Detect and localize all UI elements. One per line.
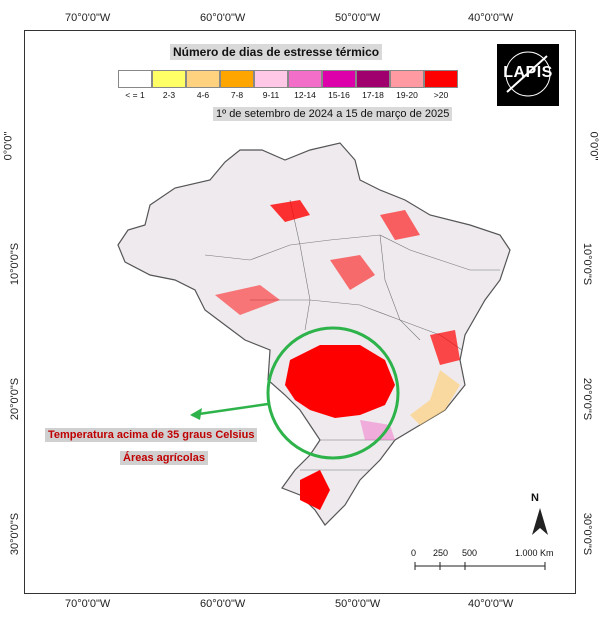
top-lon-70w: 70°0'0"W <box>65 12 111 24</box>
scale-label-500: 500 <box>462 548 478 558</box>
legend-swatch-0 <box>118 70 152 88</box>
legend-swatch-5 <box>288 70 322 88</box>
bottom-lon-40w: 40°0'0"W <box>468 598 514 610</box>
legend-swatch-7 <box>356 70 390 88</box>
legend-label-7: 17-18 <box>362 90 384 100</box>
coastal-band <box>410 370 460 425</box>
top-lon-50w: 50°0'0"W <box>335 12 381 24</box>
top-lon-60w: 60°0'0"W <box>200 12 246 24</box>
north-arrow-icon <box>532 508 548 535</box>
legend-label-6: 15-16 <box>328 90 350 100</box>
legend-label-5: 12-14 <box>294 90 316 100</box>
scale-label-0: 0 <box>411 548 417 558</box>
annotation-arrow <box>191 402 269 417</box>
state-borders <box>204 199 500 471</box>
legend-swatch-6 <box>322 70 356 88</box>
lapis-logo: LAPIS <box>497 44 559 106</box>
pink-band <box>360 420 395 440</box>
legend-labels: < = 1 2-3 4-6 7-8 9-11 12-14 15-16 17-18 19-20 >2… <box>118 90 458 100</box>
brazil-outline <box>117 142 511 526</box>
scale-label-250: 250 <box>433 548 449 558</box>
legend-swatch-1 <box>152 70 186 88</box>
bottom-lon-50w: 50°0'0"W <box>335 598 381 610</box>
legend-label-4: 9-11 <box>262 90 280 100</box>
annotation-agricultural: Áreas agrícolas <box>120 451 208 465</box>
highlight-circle <box>266 326 400 460</box>
legend-label-1: 2-3 <box>162 90 176 100</box>
north-label: N <box>531 492 539 504</box>
legend-swatches <box>118 70 458 88</box>
annotation-temperature: Temperatura acima de 35 graus Celsius <box>45 428 258 442</box>
legend-label-2: 4-6 <box>196 90 210 100</box>
scale-label-1000: 1.000 Km <box>515 548 554 558</box>
top-lon-40w: 40°0'0"W <box>468 12 514 24</box>
satellite-icon <box>505 51 551 97</box>
legend-swatch-9 <box>424 70 458 88</box>
scale-bar <box>414 562 546 570</box>
bottom-lon-60w: 60°0'0"W <box>200 598 246 610</box>
bottom-lon-70w: 70°0'0"W <box>65 598 111 610</box>
legend-label-8: 19-20 <box>396 90 418 100</box>
logo-text: LAPIS <box>503 64 553 81</box>
legend-label-9: >20 <box>433 90 449 100</box>
period-label: 1º de setembro de 2024 a 15 de março de … <box>213 107 453 121</box>
hot-regions <box>215 200 460 510</box>
legend-label-0: < = 1 <box>125 90 145 100</box>
legend-title: Número de dias de estresse térmico <box>170 44 383 60</box>
legend-label-3: 7-8 <box>230 90 244 100</box>
legend-swatch-3 <box>220 70 254 88</box>
arrow-head <box>190 408 202 420</box>
legend-swatch-8 <box>390 70 424 88</box>
legend-swatch-4 <box>254 70 288 88</box>
legend-swatch-2 <box>186 70 220 88</box>
